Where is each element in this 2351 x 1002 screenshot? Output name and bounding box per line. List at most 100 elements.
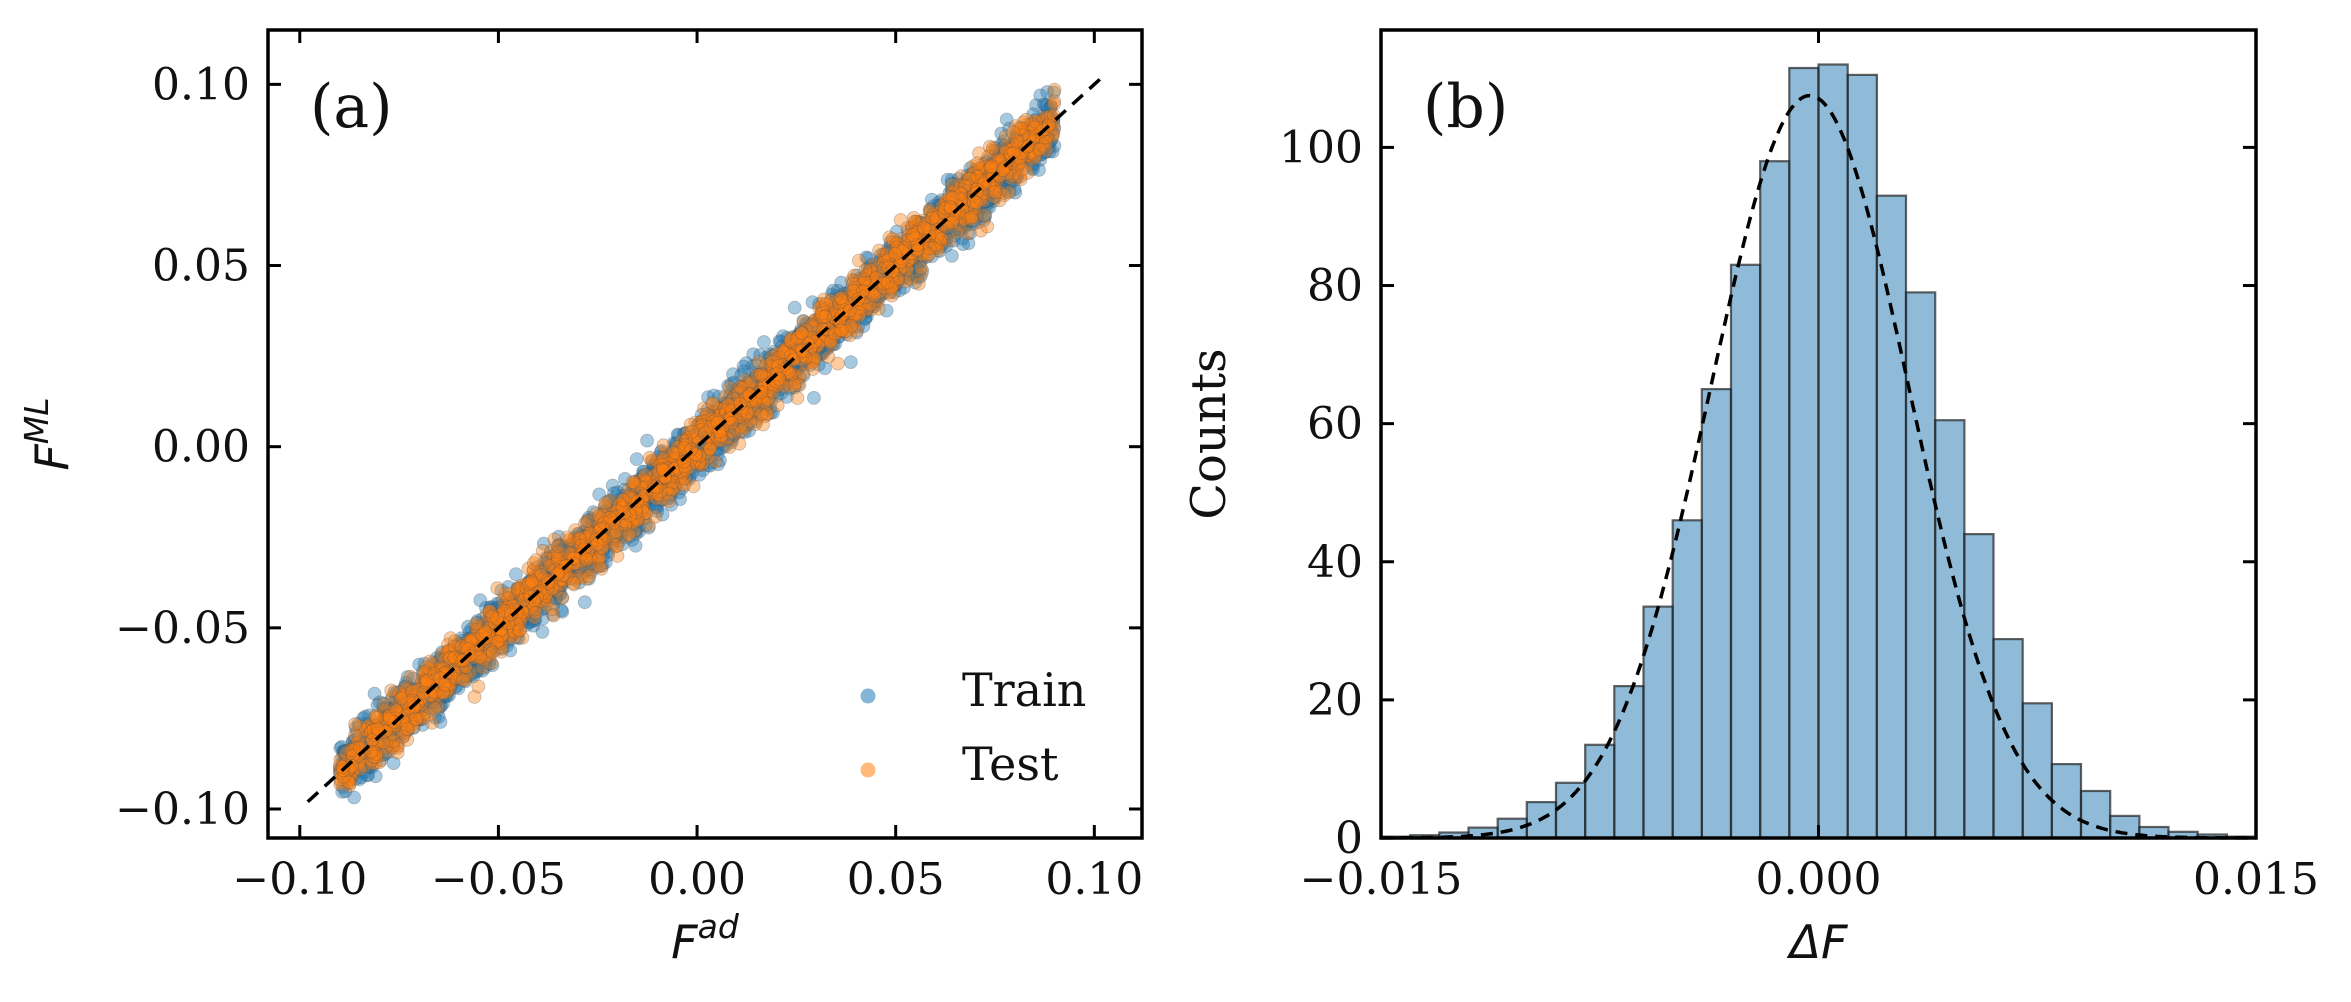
- point-train: [824, 303, 839, 318]
- point-train: [380, 737, 395, 752]
- point-train: [689, 431, 703, 446]
- point-train: [873, 252, 888, 267]
- point-train: [684, 442, 698, 457]
- point-train: [462, 625, 477, 640]
- point-train: [478, 653, 493, 668]
- point-train: [423, 701, 438, 715]
- point-train: [536, 567, 551, 582]
- point-train: [376, 701, 391, 715]
- point-train: [710, 431, 725, 446]
- point-train: [789, 338, 803, 353]
- point-train: [451, 667, 466, 682]
- point-train: [350, 764, 365, 778]
- point-train: [990, 183, 1005, 198]
- point-train: [470, 615, 485, 630]
- point-test: [555, 590, 570, 605]
- point-train: [1026, 148, 1041, 163]
- point-train: [548, 565, 563, 580]
- point-train: [377, 727, 392, 742]
- point-train: [541, 561, 555, 576]
- point-train: [424, 668, 438, 683]
- point-train: [831, 307, 846, 322]
- point-train: [343, 758, 358, 773]
- point-train: [722, 425, 736, 440]
- point-train: [970, 187, 984, 202]
- point-test: [598, 496, 613, 511]
- point-train: [794, 334, 809, 349]
- point-train: [570, 533, 584, 548]
- point-train: [1026, 162, 1040, 177]
- point-train: [864, 297, 879, 312]
- point-train: [509, 567, 523, 582]
- point-train: [484, 638, 499, 653]
- point-train: [629, 524, 644, 538]
- point-train: [1033, 88, 1048, 103]
- point-train: [584, 565, 598, 580]
- point-train: [906, 244, 921, 259]
- point-train: [596, 541, 611, 556]
- point-train: [867, 299, 882, 314]
- point-train: [456, 671, 471, 686]
- point-train: [689, 453, 704, 467]
- point-train: [744, 403, 758, 418]
- point-train: [705, 438, 720, 453]
- point-train: [680, 461, 694, 476]
- point-test: [512, 623, 527, 638]
- point-train: [827, 324, 841, 338]
- point-train: [1023, 131, 1038, 146]
- point-train: [854, 278, 869, 293]
- point-train: [954, 223, 968, 238]
- point-train: [344, 744, 359, 759]
- point-train: [717, 396, 731, 411]
- point-train: [851, 302, 865, 317]
- point-train: [587, 554, 602, 569]
- point-train: [550, 585, 565, 600]
- point-train: [978, 155, 993, 170]
- point-test: [471, 679, 486, 694]
- point-train: [510, 625, 525, 640]
- point-train: [827, 302, 842, 316]
- point-train: [590, 560, 604, 574]
- point-train: [673, 492, 687, 507]
- point-train: [736, 359, 751, 374]
- point-train: [1010, 170, 1025, 185]
- point-train: [356, 732, 371, 746]
- point-train: [774, 352, 788, 367]
- point-train: [998, 143, 1013, 158]
- point-train: [668, 470, 682, 485]
- point-train: [710, 423, 725, 438]
- point-train: [377, 702, 391, 717]
- point-train: [552, 543, 567, 558]
- point-test: [986, 140, 1000, 155]
- point-train: [505, 604, 520, 619]
- point-train: [398, 679, 413, 694]
- point-train: [1035, 109, 1050, 124]
- point-train: [824, 314, 839, 329]
- point-train: [429, 695, 444, 710]
- point-train: [958, 197, 973, 212]
- point-train: [811, 346, 826, 361]
- point-train: [855, 286, 870, 301]
- point-train: [659, 451, 674, 466]
- point-train: [986, 156, 1001, 171]
- point-train: [641, 495, 656, 510]
- point-train: [984, 191, 998, 206]
- point-train: [787, 300, 802, 315]
- point-train: [1045, 144, 1060, 159]
- point-train: [650, 504, 665, 519]
- point-train: [538, 563, 553, 578]
- point-train: [499, 639, 514, 653]
- point-train: [850, 268, 864, 283]
- point-train: [439, 653, 454, 667]
- point-train: [850, 302, 865, 317]
- point-train: [522, 596, 536, 611]
- point-train: [792, 335, 806, 350]
- point-train: [989, 183, 1004, 198]
- point-train: [857, 289, 872, 304]
- point-train: [345, 735, 360, 749]
- point-train: [687, 454, 701, 469]
- point-train: [764, 394, 778, 409]
- point-train: [991, 161, 1005, 176]
- point-train: [572, 561, 586, 576]
- point-train: [460, 669, 475, 684]
